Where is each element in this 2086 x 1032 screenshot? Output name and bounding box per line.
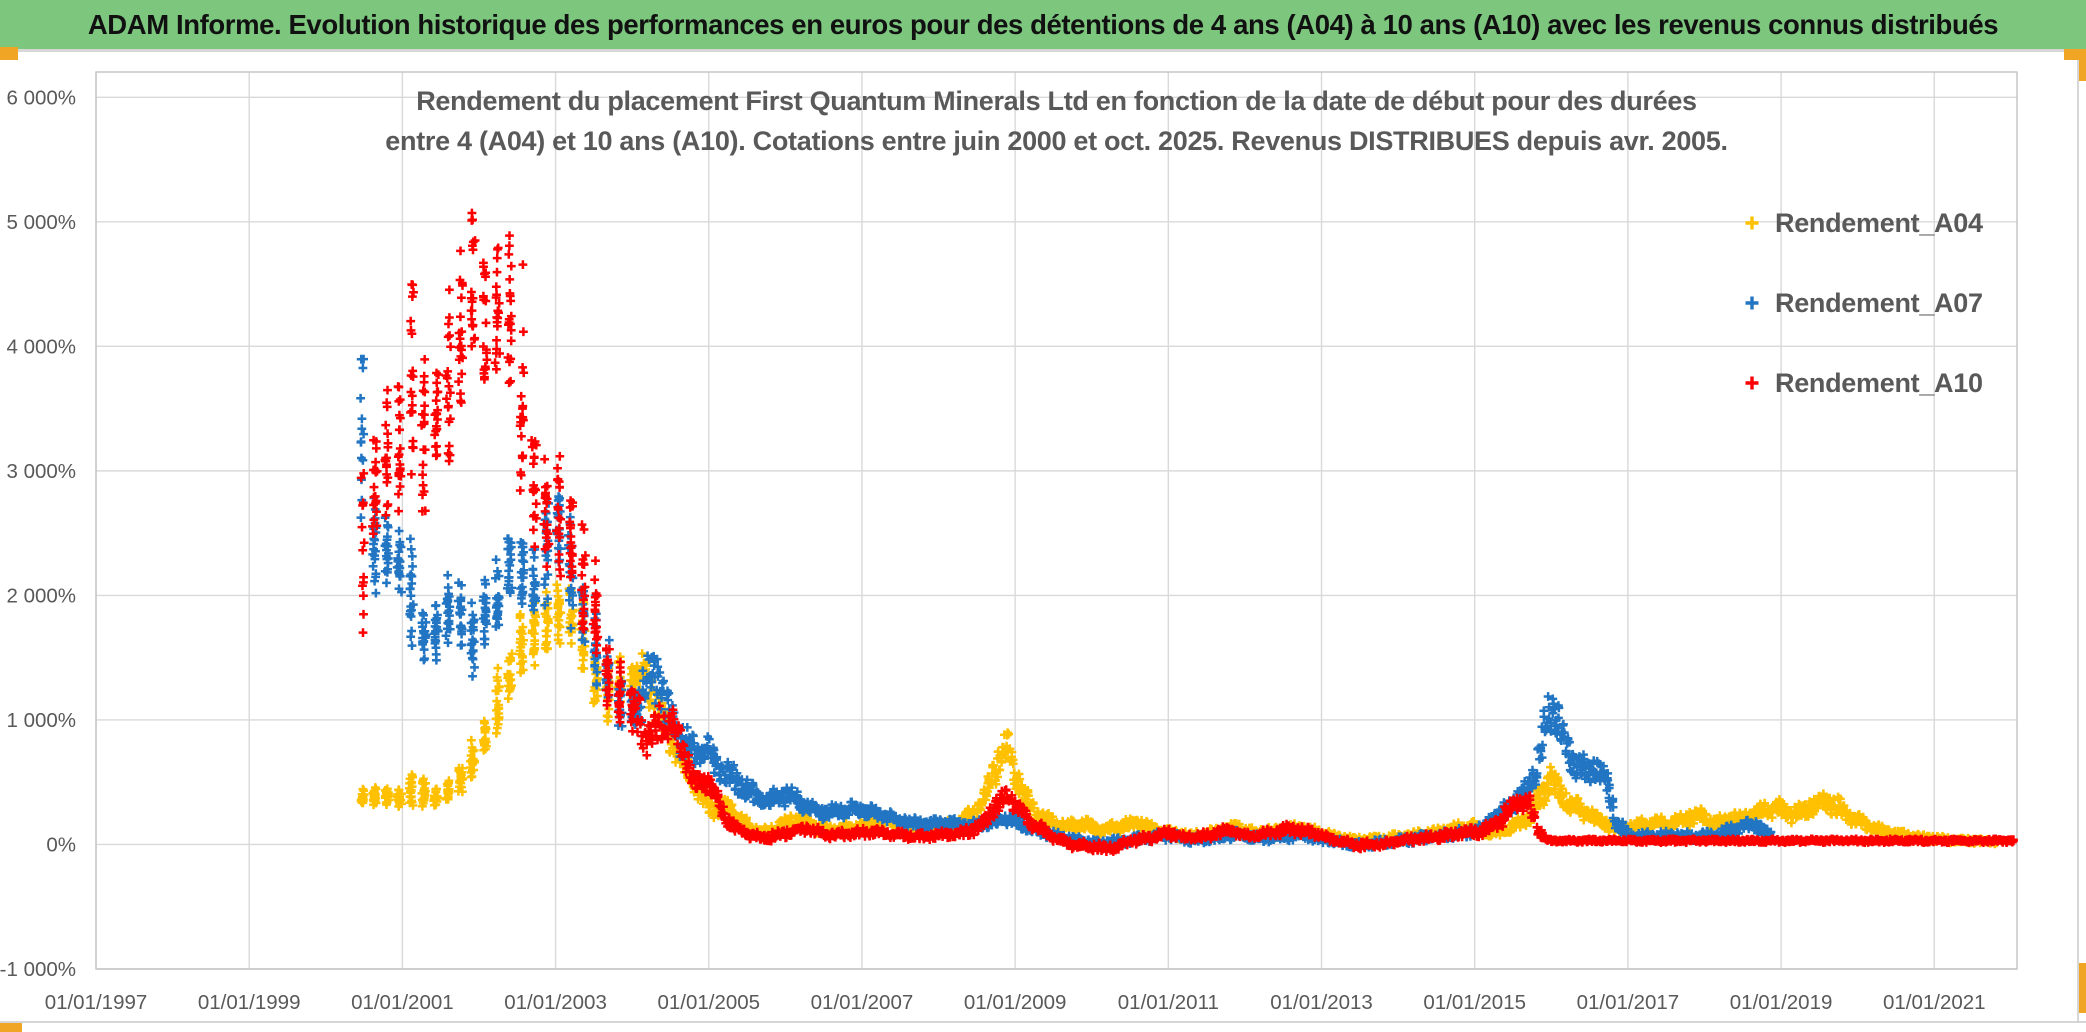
x-tick-label: 01/01/1997 [45,991,148,1014]
plot-frame [95,71,2018,970]
chart-title-line-2: entre 4 (A04) et 10 ans (A10). Cotations… [385,126,1728,156]
x-tick-label: 01/01/2005 [657,991,760,1014]
corner-accent-top-left [0,47,18,60]
legend-item-a04[interactable]: Rendement_A04 [1742,196,1983,250]
y-tick-label: 5 000% [6,211,76,234]
x-tick-label: 01/01/2019 [1730,991,1833,1014]
x-tick-label: 01/01/2007 [811,991,914,1014]
legend-label: Rendement_A04 [1775,207,1983,238]
x-tick-label: 01/01/2003 [504,991,607,1014]
corner-accent-bottom-right [2079,963,2086,1013]
corner-accent-bottom-left [0,1023,22,1032]
y-tick-label: 4 000% [6,335,76,358]
x-tick-label: 01/01/2001 [351,991,454,1014]
legend-label: Rendement_A10 [1775,367,1983,398]
banner: ADAM Informe. Evolution historique des p… [0,0,2086,49]
legend-label: Rendement_A07 [1775,287,1983,318]
x-tick-label: 01/01/2013 [1270,991,1373,1014]
plus-marker-icon [1745,216,1759,230]
banner-underline [0,49,2086,52]
banner-title: ADAM Informe. Evolution historique des p… [87,8,1999,40]
corner-accent-top-right [2064,49,2086,60]
x-tick-label: 01/01/2009 [964,991,1067,1014]
plus-marker-icon [1745,296,1759,310]
x-tick-label: 01/01/2011 [1118,991,1219,1014]
y-tick-label: 0% [46,833,76,856]
y-tick-label: 6 000% [6,86,76,109]
series-rendement_a10 [356,208,2018,856]
corner-accent-top-right-edge [2079,49,2086,81]
series-rendement_a04 [356,580,2002,850]
y-tick-label: 3 000% [6,460,76,483]
legend-item-a07[interactable]: Rendement_A07 [1742,276,1983,330]
legend-item-a10[interactable]: Rendement_A10 [1742,356,1983,410]
legend: Rendement_A04 Rendement_A07 Rendement_A1… [1742,196,1983,410]
y-tick-label: 2 000% [6,584,76,607]
series-rendement_a07 [356,354,1776,852]
y-tick-label: -1 000% [0,958,76,981]
chart-title-line-1: Rendement du placement First Quantum Min… [416,86,1697,116]
x-tick-label: 01/01/2021 [1883,991,1986,1014]
x-tick-label: 01/01/1999 [198,991,301,1014]
y-tick-label: 1 000% [6,709,76,732]
plus-marker-icon [1745,376,1759,390]
x-tick-label: 01/01/2015 [1423,991,1526,1014]
x-tick-label: 01/01/2017 [1577,991,1680,1014]
